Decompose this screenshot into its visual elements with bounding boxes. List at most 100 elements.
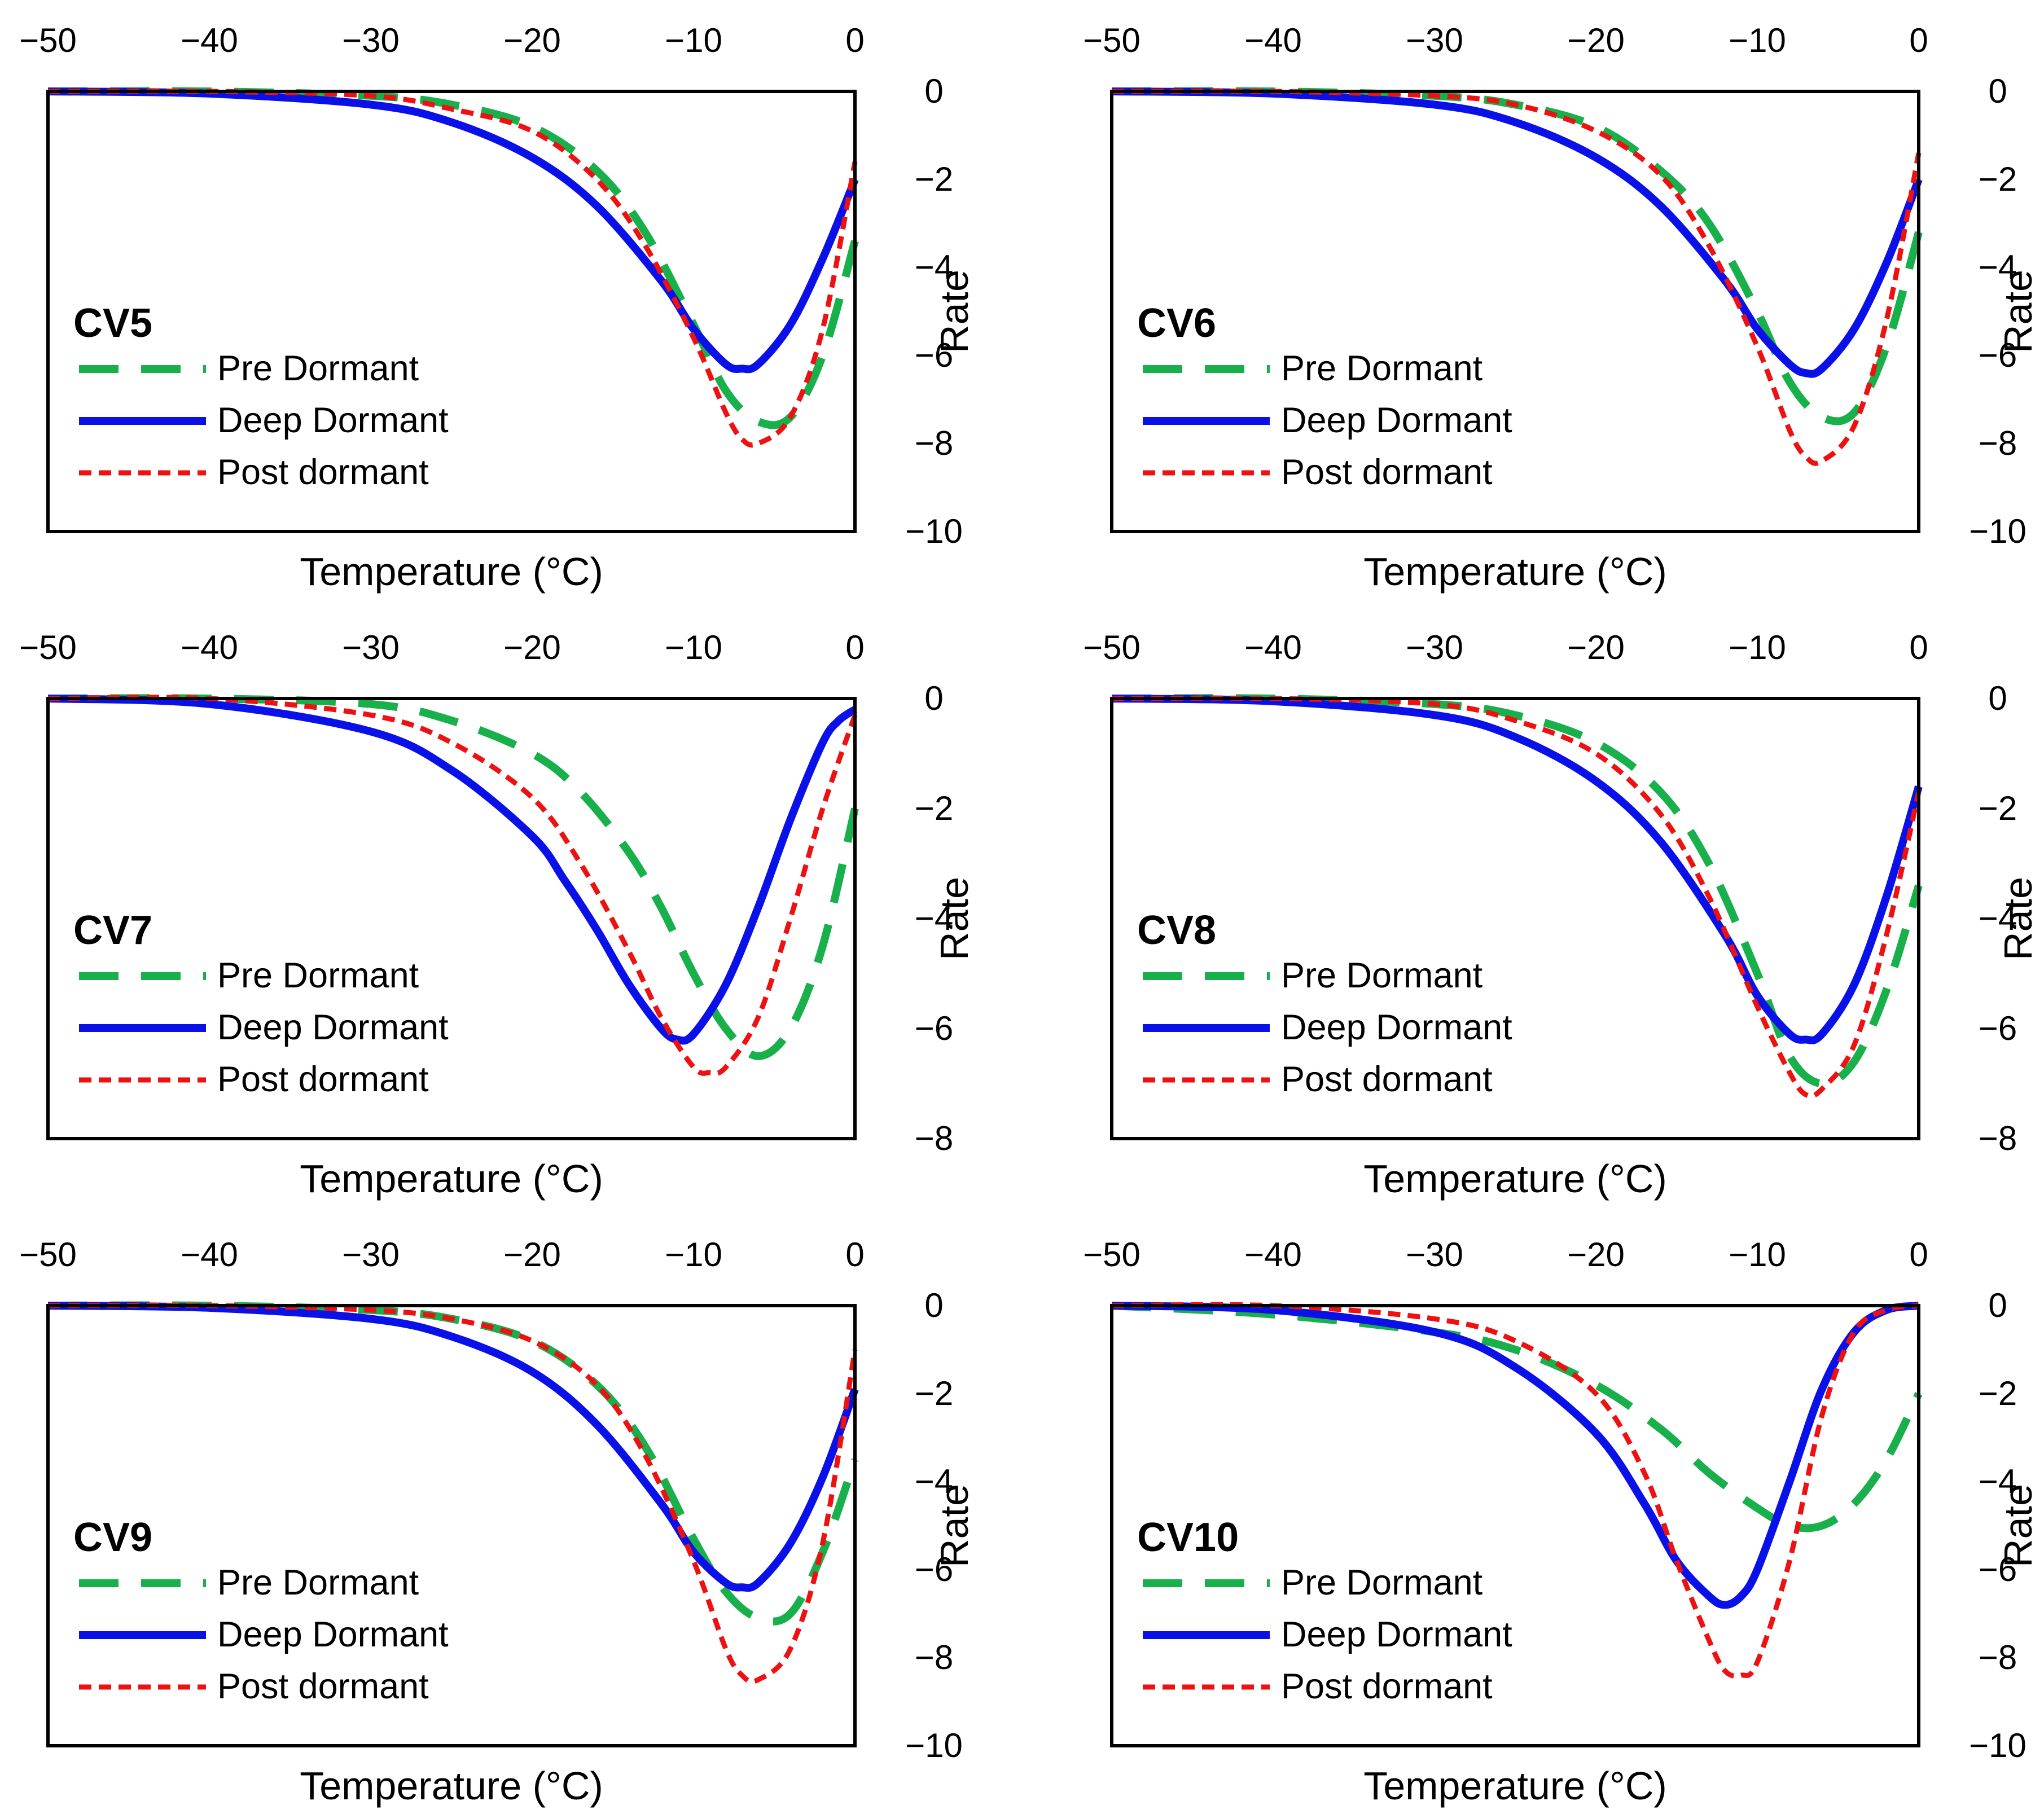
series-line-post-dormant [47, 1302, 858, 1684]
legend-label-post-dormant: Post dormant [217, 1060, 429, 1099]
x-tick-label: −30 [1406, 21, 1463, 59]
legend-label-post-dormant: Post dormant [217, 453, 429, 492]
y-tick-label: 0 [924, 72, 943, 110]
x-tick-label: 0 [845, 21, 864, 59]
y-tick-label: −6 [1979, 1009, 2017, 1047]
x-axis-label: Temperature (°C) [300, 1157, 603, 1201]
panel-label: CV6 [1137, 301, 1216, 346]
x-tick-label: −20 [1567, 21, 1625, 59]
x-tick-label: −40 [1244, 1236, 1302, 1273]
y-tick-label: −2 [915, 789, 953, 827]
y-tick-label: −4 [1979, 1462, 2017, 1500]
legend-label-deep-dormant: Deep Dormant [1281, 1008, 1512, 1047]
y-tick-label: 0 [1988, 72, 2007, 110]
y-tick-label: −2 [1979, 789, 2017, 827]
y-tick-label: 0 [1988, 1286, 2007, 1324]
y-axis-label: Rate [932, 877, 976, 960]
y-tick-label: −10 [905, 512, 963, 550]
x-tick-label: −30 [342, 21, 400, 59]
series-line-deep-dormant [1111, 1302, 1919, 1609]
chart-panel-cv6: −50 −40 −30 −20 −10 0 0 −2 −4 −6 −8 −10 Rate Temperat… [1083, 21, 2040, 594]
y-tick-label: −4 [915, 899, 953, 937]
y-tick-label: −4 [915, 248, 953, 286]
panel-label: CV9 [73, 1515, 152, 1560]
plot-frame [46, 697, 857, 1140]
series-line-post-dormant [47, 695, 858, 1076]
x-tick-label: 0 [845, 1236, 864, 1273]
y-tick-label: −6 [915, 1551, 953, 1588]
plot-frame [1110, 1304, 1920, 1747]
legend-label-post-dormant: Post dormant [1281, 1667, 1493, 1706]
legend-label-pre-dormant: Pre Dormant [217, 1563, 419, 1602]
x-tick-label: −10 [1729, 1236, 1786, 1273]
x-tick-label: −50 [1083, 629, 1141, 666]
y-axis-label: Rate [1996, 270, 2040, 353]
series-line-post-dormant [1111, 695, 1922, 1099]
legend-label-pre-dormant: Pre Dormant [217, 956, 419, 995]
plot-frame [1110, 90, 1920, 533]
panel-label: CV8 [1137, 908, 1216, 953]
series-line-deep-dormant [47, 87, 859, 374]
x-tick-label: −20 [503, 629, 561, 666]
x-tick-label: −10 [1729, 21, 1786, 59]
y-axis-label: Rate [932, 1484, 976, 1567]
legend-label-deep-dormant: Deep Dormant [217, 401, 449, 440]
x-tick-label: −20 [1567, 629, 1625, 666]
plot-frame [1110, 697, 1920, 1140]
y-tick-label: −8 [915, 424, 953, 462]
chart-panel-cv10: −50 −40 −30 −20 −10 0 0 −2 −4 −6 −8 −10 Rate Temperat… [1083, 1236, 2040, 1808]
legend-label-post-dormant: Post dormant [217, 1667, 429, 1706]
legend-label-deep-dormant: Deep Dormant [1281, 1615, 1512, 1654]
y-tick-label: −4 [1979, 248, 2017, 286]
x-tick-label: −20 [503, 1236, 561, 1273]
y-tick-label: −8 [1979, 1119, 2017, 1157]
y-tick-label: −6 [1979, 1551, 2017, 1588]
x-axis-label: Temperature (°C) [1363, 1157, 1667, 1201]
y-tick-label: −6 [915, 1009, 953, 1047]
series-line-deep-dormant [47, 1302, 859, 1592]
y-tick-label: −8 [915, 1119, 953, 1157]
y-tick-label: 0 [1988, 679, 2007, 717]
series-line-pre-dormant [47, 694, 859, 1060]
x-axis-label: Temperature (°C) [1363, 1764, 1667, 1808]
x-tick-label: −20 [1567, 1236, 1625, 1273]
y-tick-label: −10 [1969, 512, 2027, 550]
legend-label-pre-dormant: Pre Dormant [1281, 349, 1483, 388]
legend-label-deep-dormant: Deep Dormant [1281, 401, 1512, 440]
x-axis-label: Temperature (°C) [1363, 550, 1667, 594]
y-axis-label: Rate [932, 270, 976, 353]
plot-frame [46, 90, 857, 533]
x-tick-label: −30 [1406, 629, 1463, 666]
series-line-post-dormant [1111, 1302, 1919, 1679]
y-tick-label: −10 [905, 1727, 963, 1764]
series-line-pre-dormant [1111, 1302, 1923, 1532]
x-tick-label: −40 [1244, 629, 1302, 666]
y-tick-label: −8 [1979, 424, 2017, 462]
x-tick-label: −10 [665, 1236, 722, 1273]
series-line-deep-dormant [47, 695, 857, 1045]
plot-frame [46, 1304, 857, 1747]
series-line-post-dormant [1111, 88, 1922, 466]
y-tick-label: −8 [1979, 1639, 2017, 1676]
y-tick-label: 0 [924, 1286, 943, 1324]
panel-label: CV5 [73, 301, 152, 346]
legend-label-post-dormant: Post dormant [1281, 1060, 1493, 1099]
legend-label-pre-dormant: Pre Dormant [217, 349, 419, 388]
y-tick-label: −2 [1979, 1374, 2017, 1412]
y-tick-label: 0 [924, 679, 943, 717]
x-tick-label: −40 [1244, 21, 1302, 59]
series-line-pre-dormant [47, 1301, 859, 1626]
series-line-pre-dormant [47, 87, 859, 429]
legend-label-pre-dormant: Pre Dormant [1281, 956, 1483, 995]
x-axis-label: Temperature (°C) [300, 1764, 603, 1808]
legend-label-deep-dormant: Deep Dormant [217, 1615, 449, 1654]
x-tick-label: 0 [1909, 1236, 1928, 1273]
chart-panel-cv8: −50 −40 −30 −20 −10 0 0 −2 −4 −6 −8 Rate Temperature… [1083, 629, 2040, 1201]
panel-label: CV10 [1137, 1515, 1239, 1560]
y-tick-label: −6 [915, 336, 953, 374]
x-tick-label: −10 [665, 629, 722, 666]
x-tick-label: −40 [181, 21, 238, 59]
legend-label-post-dormant: Post dormant [1281, 453, 1493, 492]
series-line-deep-dormant [1111, 695, 1923, 1044]
